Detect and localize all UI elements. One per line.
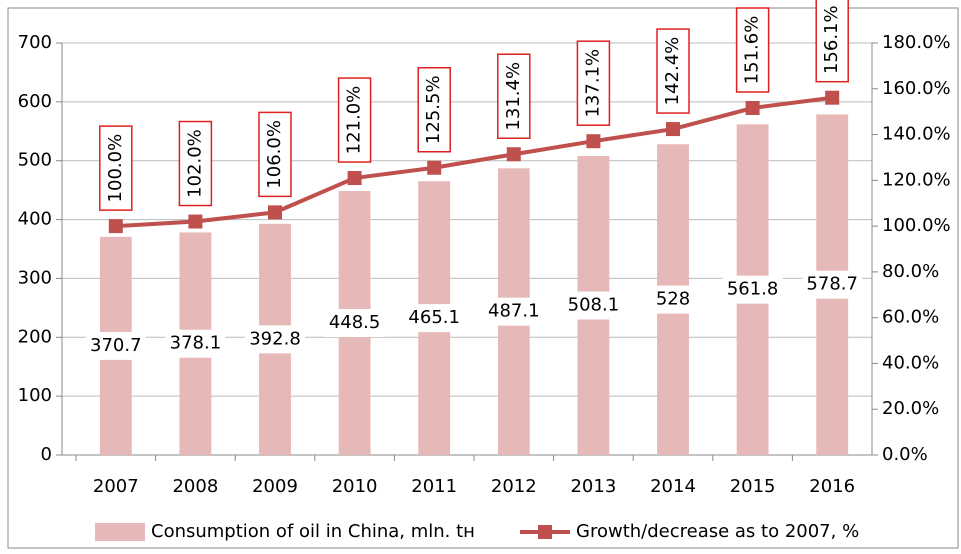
marker xyxy=(108,219,123,234)
label-box xyxy=(337,77,372,163)
y2-tick-label: 120.0% xyxy=(882,169,951,190)
bar-value-label: 465.1 xyxy=(408,307,460,328)
label-bg xyxy=(245,325,305,354)
line-value-label: 125.5% xyxy=(423,75,444,144)
label-box xyxy=(656,28,690,114)
label-box xyxy=(99,125,133,211)
line-value-label: 156.1% xyxy=(821,5,842,74)
y-tick-label: 300 xyxy=(18,267,52,288)
x-tick-label: 2015 xyxy=(730,476,776,497)
marker xyxy=(268,205,282,220)
line-value-label: 102.0% xyxy=(184,129,205,198)
y2-tick-label: 180.0% xyxy=(882,32,951,53)
x-tick-label: 2016 xyxy=(809,476,855,497)
bar-value-label: 508.1 xyxy=(568,294,620,315)
x-tick-label: 2013 xyxy=(570,476,616,497)
label-bg xyxy=(483,297,544,326)
y2-tick-label: 60.0% xyxy=(882,307,939,328)
y-tick-label: 500 xyxy=(18,150,52,171)
marker xyxy=(745,101,760,116)
legend-label: Growth/decrease as to 2007, % xyxy=(576,521,859,542)
line-value-label: 151.6% xyxy=(742,16,763,85)
marker xyxy=(188,214,203,229)
line-value-label: 137.1% xyxy=(582,49,603,118)
y2-tick-label: 20.0% xyxy=(882,398,939,419)
label-box xyxy=(497,53,531,139)
bar-value-label: 370.7 xyxy=(90,335,142,356)
marker xyxy=(427,160,442,175)
x-tick-label: 2009 xyxy=(252,476,298,497)
y2-tick-label: 40.0% xyxy=(882,352,939,373)
label-bg xyxy=(643,285,703,314)
label-box xyxy=(815,0,849,83)
marker xyxy=(666,122,680,137)
y-tick-label: 600 xyxy=(18,91,52,112)
label-box xyxy=(576,40,611,126)
x-tick-label: 2014 xyxy=(650,476,696,497)
marker xyxy=(825,90,840,105)
marker xyxy=(586,134,601,149)
x-tick-label: 2012 xyxy=(491,476,537,497)
line-value-label: 106.0% xyxy=(264,120,285,189)
label-box xyxy=(417,66,451,153)
bar-value-label: 561.8 xyxy=(727,279,779,300)
legend-swatch xyxy=(95,523,145,541)
label-bg xyxy=(722,275,783,304)
line-value-label: 131.4% xyxy=(503,62,524,131)
bar-value-label: 528 xyxy=(656,289,690,310)
label-box xyxy=(178,120,213,207)
bar-value-label: 448.5 xyxy=(329,312,381,333)
y-tick-label: 100 xyxy=(18,385,52,406)
x-tick-label: 2010 xyxy=(332,476,378,497)
y-tick-label: 0 xyxy=(41,444,52,465)
marker xyxy=(347,171,362,186)
marker xyxy=(506,147,521,162)
label-bg xyxy=(802,270,863,299)
y2-tick-label: 80.0% xyxy=(882,261,939,282)
line-value-label: 121.0% xyxy=(344,86,365,155)
legend-label: Consumption of oil in China, mln. tн xyxy=(151,521,475,542)
bar-value-label: 487.1 xyxy=(488,301,540,322)
y-tick-label: 700 xyxy=(18,32,52,53)
label-bg xyxy=(85,331,146,360)
y2-tick-label: 160.0% xyxy=(882,78,951,99)
y2-tick-label: 100.0% xyxy=(882,215,951,236)
x-tick-label: 2008 xyxy=(172,476,218,497)
label-box xyxy=(735,7,770,93)
line-value-label: 142.4% xyxy=(662,37,683,106)
label-bg xyxy=(404,304,465,333)
legend-marker xyxy=(538,525,552,539)
line xyxy=(115,95,833,229)
bar-value-label: 392.8 xyxy=(249,328,301,349)
x-tick-label: 2007 xyxy=(93,476,139,497)
bar-value-label: 578.7 xyxy=(806,274,858,295)
label-box xyxy=(258,111,292,198)
line-value-label: 100.0% xyxy=(105,134,126,203)
y-tick-label: 400 xyxy=(18,209,52,230)
label-bg xyxy=(165,329,226,358)
y2-tick-label: 0.0% xyxy=(882,444,928,465)
label-bg xyxy=(563,291,624,320)
y2-tick-label: 140.0% xyxy=(882,124,951,145)
y-tick-label: 200 xyxy=(18,326,52,347)
x-tick-label: 2011 xyxy=(411,476,457,497)
label-bg xyxy=(324,309,385,338)
bar-value-label: 378.1 xyxy=(170,333,222,354)
